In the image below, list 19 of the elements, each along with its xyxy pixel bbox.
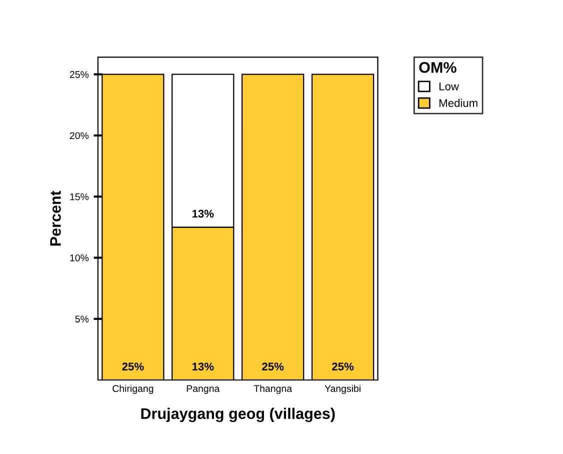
legend-label: Low <box>440 82 460 90</box>
y-tick-label: 15% <box>70 193 89 200</box>
legend-label: Medium <box>440 98 478 107</box>
x-tick-label: Pangna <box>186 385 220 394</box>
y-tick-label: 20% <box>70 132 89 140</box>
x-tick-label: Chirigang <box>112 384 154 394</box>
y-axis-title: Percent <box>50 190 61 246</box>
y-tick-label: 25% <box>70 71 89 78</box>
y-tick-label: 5% <box>75 316 89 322</box>
x-axis-title: Drujaygang geog (villages) <box>141 408 335 422</box>
y-tick-label: 10% <box>70 254 89 262</box>
data-label: 13% <box>192 362 214 370</box>
x-tick-label: Thangna <box>254 384 292 394</box>
data-label: 25% <box>262 362 284 370</box>
data-label: 25% <box>122 362 144 370</box>
x-tick-label: Yangsibi <box>324 384 360 394</box>
legend-title: OM% <box>419 62 456 73</box>
data-label: 13% <box>192 210 214 218</box>
data-label: 25% <box>332 362 354 370</box>
